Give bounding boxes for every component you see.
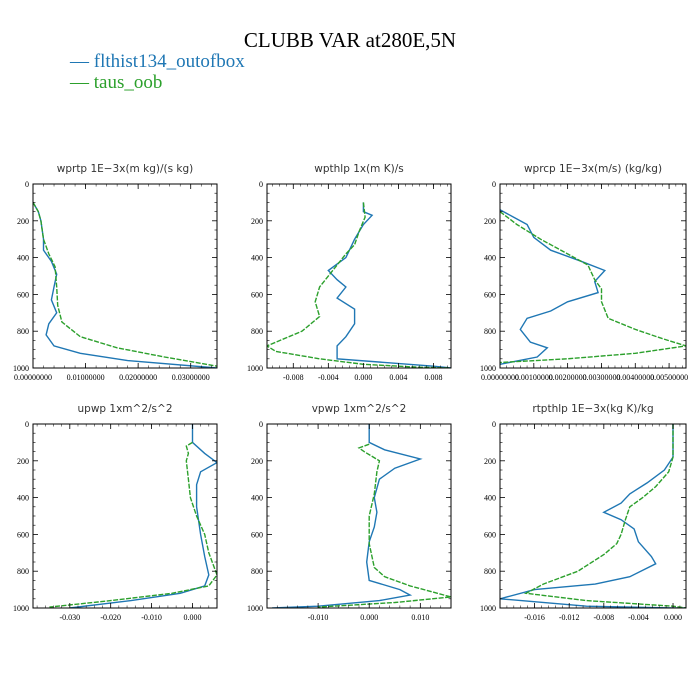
y-tick-label: 1000 bbox=[480, 604, 496, 613]
y-tick-label: 200 bbox=[251, 217, 263, 226]
y-tick-label: 0 bbox=[259, 180, 263, 189]
x-tick-label: 0.000 bbox=[664, 613, 682, 622]
x-tick-label: -0.008 bbox=[593, 613, 614, 622]
y-tick-label: 800 bbox=[484, 567, 496, 576]
panel-title: upwp 1xm^2/s^2 bbox=[78, 403, 173, 415]
y-tick-label: 200 bbox=[484, 217, 496, 226]
y-tick-label: 400 bbox=[17, 254, 29, 263]
series-line-taus-oob bbox=[523, 424, 686, 608]
series-line-taus-oob bbox=[318, 443, 451, 608]
y-tick-label: 1000 bbox=[247, 604, 263, 613]
panel-title: vpwp 1xm^2/s^2 bbox=[312, 403, 407, 415]
x-tick-label: 0.004 bbox=[389, 373, 407, 382]
x-tick-label: 0.00400000 bbox=[616, 373, 654, 382]
x-tick-label: 0.01000000 bbox=[67, 373, 105, 382]
panel-title: wprcp 1E−3x(m/s) (kg/kg) bbox=[524, 163, 662, 175]
x-tick-label: 0.00100000 bbox=[515, 373, 553, 382]
y-tick-label: 800 bbox=[17, 567, 29, 576]
y-tick-label: 1000 bbox=[13, 364, 29, 373]
x-tick-label: 0.02000000 bbox=[119, 373, 157, 382]
chart-panel-4: vpwp 1xm^2/s^2 0 200 400 600 800 1000 -0.010 0.0… bbox=[247, 403, 452, 622]
x-tick-label: 0.00300000 bbox=[582, 373, 620, 382]
y-tick-label: 1000 bbox=[13, 604, 29, 613]
x-tick-label: 0.03000000 bbox=[172, 373, 210, 382]
y-tick-label: 1000 bbox=[480, 364, 496, 373]
y-tick-label: 600 bbox=[251, 530, 263, 539]
series-line-taus-oob bbox=[267, 202, 451, 368]
y-tick-label: 600 bbox=[484, 530, 496, 539]
y-tick-label: 0 bbox=[25, 420, 29, 429]
y-tick-label: 0 bbox=[259, 420, 263, 429]
x-tick-label: 0.00000000 bbox=[481, 373, 519, 382]
y-tick-label: 400 bbox=[251, 254, 263, 263]
chart-panel-1: wpthlp 1x(m K)/s 0 200 400 600 800 1000 -0.008 -… bbox=[247, 163, 452, 382]
series-line-flthist134 bbox=[33, 202, 217, 368]
x-tick-label: -0.030 bbox=[59, 613, 80, 622]
panel-title: wpthlp 1x(m K)/s bbox=[314, 163, 404, 175]
plot-frame bbox=[32, 423, 218, 609]
y-tick-label: 600 bbox=[17, 530, 29, 539]
x-tick-label: -0.016 bbox=[524, 613, 545, 622]
x-tick-label: 0.00200000 bbox=[549, 373, 587, 382]
y-tick-label: 600 bbox=[251, 290, 263, 299]
series-line-taus-oob bbox=[33, 202, 217, 367]
x-tick-label: 0.010 bbox=[411, 613, 429, 622]
chart-panel-5: rtpthlp 1E−3x(kg K)/kg 0 200 400 600 800 1000 -… bbox=[480, 403, 687, 622]
y-tick-label: 800 bbox=[17, 327, 29, 336]
x-tick-label: -0.004 bbox=[628, 613, 649, 622]
y-tick-label: 0 bbox=[25, 180, 29, 189]
y-tick-label: 0 bbox=[492, 180, 496, 189]
x-tick-label: 0.000 bbox=[183, 613, 201, 622]
x-tick-label: -0.008 bbox=[283, 373, 304, 382]
y-tick-label: 1000 bbox=[247, 364, 263, 373]
series-line-flthist134 bbox=[327, 202, 451, 368]
plot-frame bbox=[266, 423, 452, 609]
y-tick-label: 800 bbox=[251, 567, 263, 576]
x-tick-label: -0.010 bbox=[308, 613, 329, 622]
panel-title: rtpthlp 1E−3x(kg K)/kg bbox=[532, 403, 653, 415]
plot-frame bbox=[32, 183, 218, 369]
series-line-flthist134 bbox=[500, 209, 607, 365]
x-tick-label: 0.008 bbox=[424, 373, 442, 382]
y-tick-label: 0 bbox=[492, 420, 496, 429]
x-tick-label: 0.000 bbox=[354, 373, 372, 382]
y-tick-label: 400 bbox=[484, 254, 496, 263]
x-tick-label: -0.004 bbox=[318, 373, 339, 382]
series-line-taus-oob bbox=[500, 211, 686, 364]
y-tick-label: 600 bbox=[484, 290, 496, 299]
y-tick-label: 200 bbox=[17, 457, 29, 466]
y-tick-label: 800 bbox=[251, 327, 263, 336]
series-line-flthist134 bbox=[500, 424, 686, 608]
series-line-taus-oob bbox=[49, 441, 217, 608]
y-tick-label: 200 bbox=[17, 217, 29, 226]
figure-title: CLUBB VAR at280E,5N bbox=[243, 28, 457, 52]
x-tick-label: 0.00500000 bbox=[650, 373, 688, 382]
x-tick-label: 0.00000000 bbox=[14, 373, 52, 382]
y-tick-label: 400 bbox=[251, 494, 263, 503]
plot-frame bbox=[266, 183, 452, 369]
legend-entry-flthist134: — flthist134_outofbox bbox=[70, 51, 245, 72]
y-tick-label: 800 bbox=[484, 327, 496, 336]
y-tick-label: 200 bbox=[484, 457, 496, 466]
y-tick-label: 200 bbox=[251, 457, 263, 466]
y-tick-label: 600 bbox=[17, 290, 29, 299]
series-line-flthist134 bbox=[272, 424, 423, 608]
chart-panel-3: upwp 1xm^2/s^2 0 200 400 600 800 1000 -0.030 -0.… bbox=[13, 403, 218, 622]
series-line-flthist134 bbox=[69, 424, 217, 608]
y-tick-label: 400 bbox=[484, 494, 496, 503]
x-tick-label: -0.010 bbox=[141, 613, 162, 622]
plot-frame bbox=[499, 423, 687, 609]
chart-panel-2: wprcp 1E−3x(m/s) (kg/kg) 0 200 400 600 800 100… bbox=[480, 163, 688, 382]
x-tick-label: -0.020 bbox=[100, 613, 121, 622]
x-tick-label: -0.012 bbox=[559, 613, 580, 622]
chart-panel-0: wprtp 1E−3x(m kg)/(s kg) 0 200 400 600 800 100… bbox=[13, 163, 218, 382]
x-tick-label: 0.000 bbox=[360, 613, 378, 622]
legend-entry-taus-oob: — taus_oob bbox=[70, 72, 163, 93]
y-tick-label: 400 bbox=[17, 494, 29, 503]
panel-title: wprtp 1E−3x(m kg)/(s kg) bbox=[57, 163, 194, 175]
